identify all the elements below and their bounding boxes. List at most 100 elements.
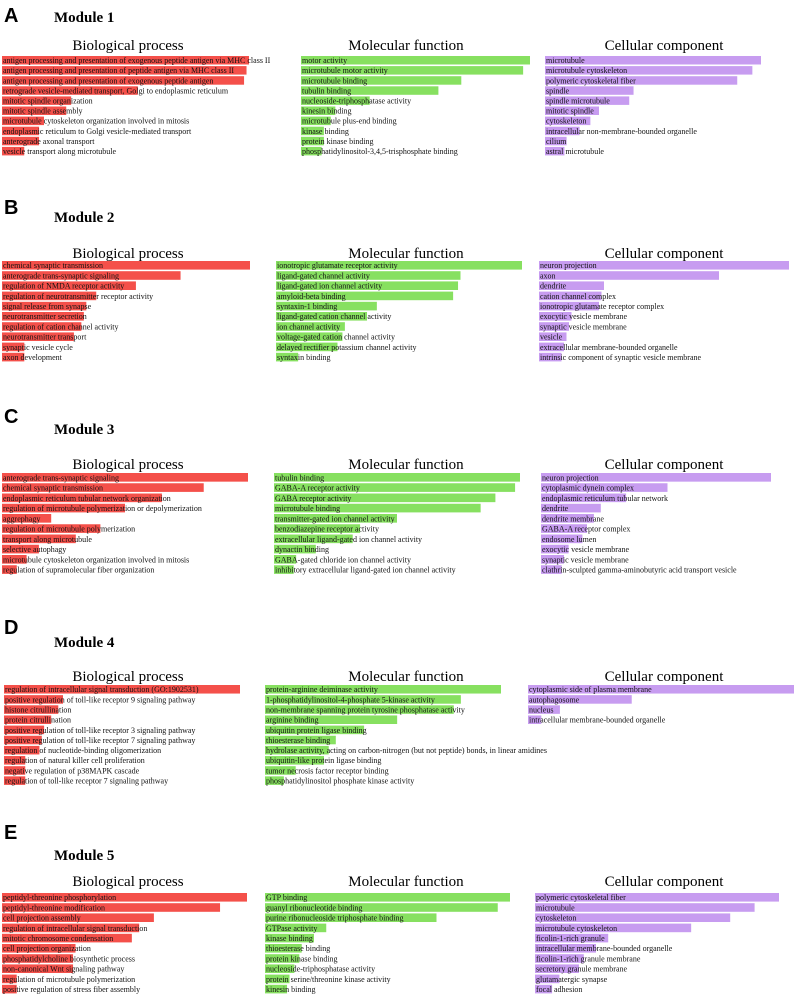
- enrichment-bar: [265, 745, 329, 755]
- enrichment-bar: [2, 126, 40, 136]
- enrichment-bar: [2, 964, 74, 973]
- enrichment-bar: [539, 261, 789, 270]
- go-term-label: negative regulation of p38MAPK cascade: [5, 766, 140, 775]
- go-term-label: mitotic spindle: [546, 107, 594, 116]
- enrichment-bar: [2, 555, 27, 564]
- enrichment-bar: [528, 715, 542, 724]
- go-term-label: synaptic vesicle membrane: [542, 555, 629, 564]
- column-title: Biological process: [72, 669, 183, 685]
- enrichment-bar: [2, 86, 138, 95]
- enrichment-bar: [265, 735, 336, 745]
- enrichment-bar: [301, 56, 530, 65]
- go-term-label: phosphatidylinositol-3,4,5-trisphosphate…: [302, 147, 458, 156]
- enrichment-bar: [2, 944, 76, 953]
- enrichment-bar: [541, 503, 601, 513]
- go-term-label: neuron projection: [542, 473, 599, 482]
- go-term-label: regulation of nucleotide-binding oligome…: [5, 746, 161, 755]
- enrichment-bar: [274, 503, 481, 513]
- enrichment-bar: [2, 933, 132, 943]
- enrichment-bar: [265, 923, 327, 933]
- go-term-label: positive regulation of toll-like recepto…: [5, 736, 195, 745]
- enrichment-bar: [545, 96, 630, 105]
- enrichment-bar: [535, 903, 755, 912]
- go-term-label: regulation of microtubule polymerization…: [3, 504, 202, 513]
- enrichment-bar: [541, 514, 594, 523]
- go-term-label: neuron projection: [540, 261, 597, 270]
- enrichment-bar: [276, 322, 345, 331]
- go-term-label: motor activity: [302, 56, 347, 65]
- enrichment-bar: [4, 745, 40, 755]
- go-term-label: extracellular ligand-gated ion channel a…: [275, 535, 422, 544]
- go-term-label: protein citrullination: [5, 716, 71, 725]
- go-term-label: synaptic vesicle membrane: [540, 322, 627, 331]
- go-category-column: Cellular component microtubulemicrotubule…: [545, 38, 761, 156]
- enrichment-bar: [2, 271, 181, 280]
- go-term-label: cell projection assembly: [3, 914, 81, 923]
- go-term-label: GABA-A receptor activity: [275, 484, 360, 493]
- column-title: Cellular component: [605, 457, 725, 473]
- go-term-label: anterograde trans-synaptic signaling: [3, 271, 119, 280]
- enrichment-bar: [2, 514, 52, 523]
- go-term-label: protein serine/threonine kinase activity: [266, 975, 391, 984]
- enrichment-bar: [535, 933, 609, 943]
- go-term-label: nucleus: [529, 705, 553, 714]
- enrichment-bar: [4, 715, 52, 724]
- go-term-label: cation channel complex: [540, 292, 616, 301]
- enrichment-bar: [2, 291, 97, 301]
- enrichment-bar: [301, 116, 331, 126]
- enrichment-bar: [545, 86, 634, 95]
- enrichment-bar: [535, 954, 584, 963]
- enrichment-bar: [274, 534, 353, 544]
- go-term-label: ionotropic glutamate receptor complex: [540, 302, 664, 311]
- enrichment-bar: [545, 56, 761, 65]
- enrichment-bar: [539, 322, 569, 331]
- go-term-label: aggrephagy: [3, 514, 40, 523]
- go-term-label: regulation of cation channel activity: [3, 322, 119, 331]
- go-term-label: ficolin-1-rich granule membrane: [536, 954, 641, 963]
- enrichment-bar: [4, 756, 26, 765]
- enrichment-bar: [541, 534, 583, 544]
- enrichment-bar: [301, 86, 439, 95]
- enrichment-bar: [541, 483, 668, 492]
- enrichment-bar: [2, 106, 67, 115]
- enrichment-bar: [301, 126, 324, 136]
- enrichment-bar: [2, 913, 154, 922]
- enrichment-bar: [2, 503, 125, 513]
- enrichment-bar: [545, 66, 753, 75]
- panel-letter: E: [4, 822, 17, 844]
- go-term-label: microtubule cytoskeleton: [536, 924, 617, 933]
- go-term-label: nucleoside-triphosphatase activity: [302, 97, 411, 106]
- enrichment-bar: [539, 312, 572, 321]
- enrichment-bar: [276, 301, 377, 311]
- column-title: Cellular component: [605, 38, 725, 54]
- enrichment-bar: [545, 146, 565, 156]
- enrichment-bar: [528, 705, 560, 714]
- enrichment-bar: [539, 352, 562, 362]
- enrichment-bar: [2, 974, 17, 984]
- enrichment-bar: [274, 473, 520, 482]
- go-term-label: dynactin binding: [275, 545, 329, 554]
- go-term-label: ligand-gated cation channel activity: [277, 312, 391, 321]
- enrichment-bar: [528, 685, 794, 694]
- enrichment-bar: [276, 271, 461, 280]
- column-title: Molecular function: [348, 669, 464, 685]
- go-term-label: regulation of microtubule polymerization: [3, 525, 135, 534]
- enrichment-bar: [545, 116, 591, 126]
- module-panel: E Module 5 Biological process peptidyl-thre…: [2, 822, 779, 994]
- enrichment-bar: [2, 146, 25, 156]
- go-term-label: endoplasmic reticulum tubular network: [542, 494, 668, 503]
- enrichment-bar: [276, 281, 459, 290]
- go-term-label: microtubule cytoskeleton organization in…: [3, 117, 189, 126]
- column-title: Biological process: [72, 874, 183, 890]
- enrichment-bar: [2, 56, 249, 65]
- go-term-label: cytoskeleton: [546, 117, 586, 126]
- enrichment-bar: [274, 565, 294, 574]
- go-term-label: intracellular membrane-bounded organelle: [529, 716, 666, 725]
- column-title: Biological process: [72, 457, 183, 473]
- go-term-label: regulation of neurotransmitter receptor …: [3, 292, 153, 301]
- enrichment-bar: [4, 766, 26, 775]
